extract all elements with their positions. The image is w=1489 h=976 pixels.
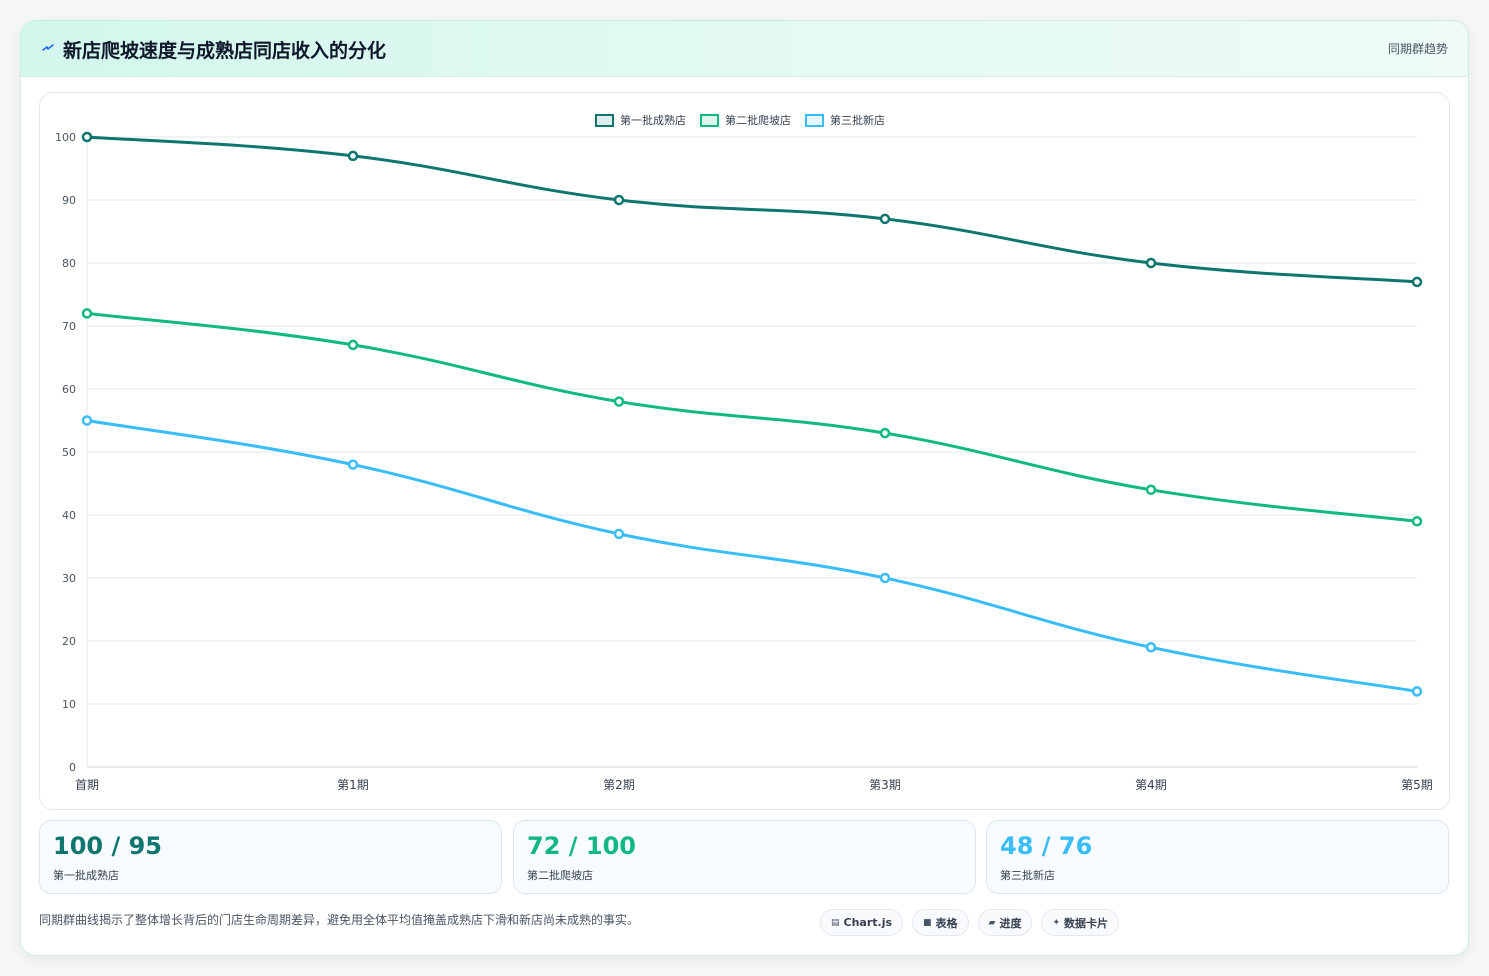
- x-tick-label: 首期: [75, 778, 99, 792]
- stat-label: 第三批新店: [1000, 869, 1055, 882]
- y-tick-label: 80: [62, 257, 76, 270]
- data-point: [81, 308, 93, 319]
- y-tick-label: 70: [62, 320, 76, 333]
- y-tick-label: 50: [62, 446, 76, 459]
- stat-value: 72 / 100: [527, 832, 636, 860]
- y-tick-label: 100: [55, 131, 76, 144]
- y-tick-label: 10: [62, 698, 76, 711]
- data-point: [879, 213, 891, 225]
- x-tick-label: 第4期: [1135, 778, 1167, 792]
- data-point: [1411, 516, 1423, 527]
- stat-label: 第一批成熟店: [53, 869, 119, 882]
- pill-label: 数据卡片: [1064, 916, 1109, 930]
- pill-label: Chart.js: [843, 916, 893, 929]
- legend-swatch: [805, 114, 824, 127]
- y-tick-label: 0: [69, 761, 76, 774]
- y-tick-label: 30: [62, 572, 76, 585]
- data-point: [879, 427, 891, 439]
- y-tick-label: 20: [62, 635, 76, 648]
- data-point: [347, 339, 359, 351]
- y-tick-label: 60: [62, 383, 76, 396]
- table-icon: ■: [923, 917, 932, 928]
- lightning-icon: [42, 44, 54, 51]
- footnote: 同期群曲线揭示了整体增长背后的门店生命周期差异，避免用全体平均值掩盖成熟店下滑和…: [39, 913, 640, 927]
- data-point: [1145, 484, 1157, 496]
- stat-label: 第二批爬坡店: [527, 869, 593, 882]
- page-title: 新店爬坡速度与成熟店同店收入的分化: [63, 40, 387, 62]
- data-point: [613, 528, 625, 540]
- card-icon: ✦: [1052, 917, 1061, 928]
- data-point: [1145, 642, 1157, 653]
- x-tick-label: 第2期: [603, 778, 635, 792]
- stat-value: 100 / 95: [53, 832, 162, 860]
- data-point: [347, 150, 359, 162]
- x-tick-label: 第1期: [337, 778, 369, 792]
- data-point: [347, 459, 359, 470]
- x-tick-label: 第5期: [1401, 778, 1433, 792]
- progress-icon: ▰: [988, 917, 996, 928]
- chart-card: 新店爬坡速度与成熟店同店收入的分化 同期群趋势 0 10 20 30 40 50 60 70 8…: [20, 20, 1469, 956]
- chartjs-pill[interactable]: ▤ Chart.js: [820, 909, 904, 936]
- legend-swatch: [595, 114, 614, 127]
- progress-pill[interactable]: ▰ 进度: [977, 909, 1033, 936]
- data-point: [613, 396, 625, 407]
- x-tick-label: 第3期: [869, 778, 901, 792]
- data-card-pill[interactable]: ✦ 数据卡片: [1041, 909, 1120, 936]
- chart-icon: ▤: [831, 917, 840, 928]
- header-tag: 同期群趋势: [1387, 42, 1448, 56]
- stat-value: 48 / 76: [1000, 832, 1093, 860]
- y-tick-label: 40: [62, 509, 76, 522]
- legend-label: 第三批新店: [830, 113, 885, 127]
- data-point: [613, 194, 625, 206]
- legend-label: 第二批爬坡店: [725, 113, 791, 127]
- data-point: [1411, 686, 1423, 697]
- legend-label: 第一批成熟店: [620, 113, 686, 127]
- stat-card-3: 48 / 76 第三批新店: [986, 820, 1449, 894]
- pill-label: 进度: [999, 916, 1022, 930]
- line-chart[interactable]: 0 10 20 30 40 50 60 70 80 90 100 首期 第1期 第2期 第3期 第4期 第5期 第…: [40, 93, 1449, 809]
- pill-label: 表格: [935, 916, 958, 930]
- feature-pills: ▤ Chart.js ■ 表格 ▰ 进度 ✦ 数据卡片: [820, 909, 1120, 936]
- y-tick-label: 90: [62, 194, 76, 207]
- card-header: 新店爬坡速度与成熟店同店收入的分化 同期群趋势: [21, 21, 1468, 77]
- data-point: [81, 131, 93, 143]
- legend-swatch: [700, 114, 719, 127]
- data-point: [81, 415, 93, 426]
- data-point: [879, 572, 891, 584]
- data-point: [1411, 276, 1423, 288]
- data-point: [1145, 257, 1157, 269]
- series-line-1: [86, 135, 1418, 284]
- stat-card-2: 72 / 100 第二批爬坡店: [513, 820, 976, 894]
- stat-card-1: 100 / 95 第一批成熟店: [39, 820, 502, 894]
- chart-container: 0 10 20 30 40 50 60 70 80 90 100 首期 第1期 第2期 第3期 第4期 第5期 第…: [39, 92, 1450, 810]
- series-line-2: [86, 311, 1418, 523]
- table-pill[interactable]: ■ 表格: [912, 909, 969, 936]
- series-line-3: [86, 419, 1418, 693]
